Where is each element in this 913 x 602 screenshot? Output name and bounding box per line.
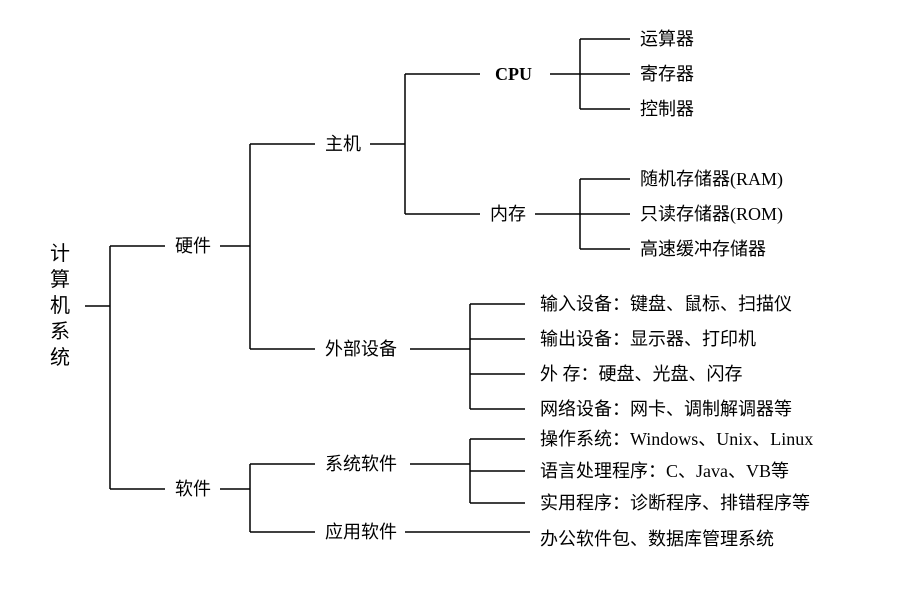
node-app-sw: 应用软件 [325,522,397,542]
root-char-0: 计 [50,242,70,265]
leaf-os: 操作系统：Windows、Unix、Linux [540,429,813,449]
leaf-alu: 运算器 [640,29,694,49]
leaf-reg: 寄存器 [640,64,694,84]
root-char-4: 统 [50,346,70,369]
node-mem: 内存 [490,204,526,224]
node-cpu: CPU [495,64,532,84]
node-sys-sw: 系统软件 [325,454,397,474]
root-char-2: 机 [50,294,70,317]
leaf-input: 输入设备：键盘、鼠标、扫描仪 [540,294,792,314]
leaf-network: 网络设备：网卡、调制解调器等 [540,399,792,419]
leaf-output: 输出设备：显示器、打印机 [540,329,756,349]
leaf-app: 办公软件包、数据库管理系统 [540,529,774,549]
node-ext-dev: 外部设备 [325,339,397,359]
leaf-storage: 外 存：硬盘、光盘、闪存 [540,364,743,384]
leaf-cache: 高速缓冲存储器 [640,239,766,259]
tree-diagram: 计算机系统 硬件软件 主机外部设备 CPU 内存 运算器寄存器控制器随机存储器(RAM) 只… [20,20,913,582]
leaf-util: 实用程序：诊断程序、排错程序等 [540,493,810,513]
leaf-rom: 只读存储器(ROM) [640,204,783,225]
node-host: 主机 [325,134,361,154]
root-char-1: 算 [50,268,70,291]
leaf-ctrl: 控制器 [640,99,694,119]
node-software: 软件 [175,479,211,499]
leaf-lang: 语言处理程序：C、Java、VB等 [540,461,789,481]
node-hardware: 硬件 [175,236,211,256]
root-char-3: 系 [50,320,70,343]
leaf-ram: 随机存储器(RAM) [640,169,783,190]
